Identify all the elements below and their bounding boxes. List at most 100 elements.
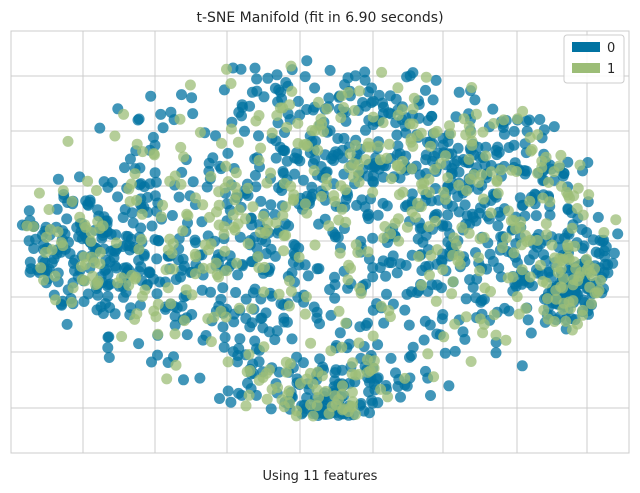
point-series-1: [52, 226, 64, 238]
point-series-1: [182, 210, 194, 222]
point-series-1: [538, 304, 550, 316]
point-series-1: [420, 71, 432, 83]
point-series-1: [33, 187, 45, 199]
point-series-0: [118, 291, 129, 303]
point-series-0: [492, 220, 504, 232]
point-series-0: [508, 139, 520, 151]
point-series-0: [450, 111, 462, 123]
point-series-1: [562, 242, 574, 254]
point-series-1: [49, 270, 61, 282]
point-series-0: [391, 129, 403, 141]
point-series-0: [251, 242, 263, 254]
point-series-1: [563, 253, 575, 265]
point-series-1: [89, 257, 101, 269]
point-series-0: [249, 335, 261, 347]
point-series-1: [169, 328, 181, 340]
point-series-0: [61, 318, 73, 330]
point-series-1: [485, 166, 497, 178]
point-series-1: [488, 309, 500, 321]
point-series-0: [249, 169, 261, 181]
point-series-0: [418, 334, 430, 346]
point-series-1: [240, 400, 252, 412]
point-series-0: [24, 256, 36, 268]
point-series-0: [593, 248, 605, 259]
point-series-0: [425, 390, 436, 401]
point-series-0: [218, 341, 230, 353]
point-series-1: [152, 328, 164, 340]
point-series-1: [67, 282, 79, 294]
point-series-0: [527, 280, 538, 292]
point-series-0: [406, 188, 418, 200]
point-series-0: [92, 204, 104, 216]
point-series-1: [312, 96, 324, 108]
point-series-1: [299, 308, 311, 320]
point-series-0: [431, 279, 443, 291]
point-series-1: [27, 221, 39, 233]
point-series-1: [430, 295, 442, 307]
point-series-0: [453, 86, 465, 98]
point-series-0: [98, 176, 110, 188]
point-series-0: [84, 194, 96, 206]
point-series-0: [251, 73, 263, 85]
point-series-1: [543, 176, 554, 188]
point-series-0: [360, 124, 371, 136]
point-series-1: [516, 239, 528, 251]
point-series-0: [538, 249, 550, 261]
point-series-0: [187, 176, 199, 188]
point-series-1: [442, 172, 454, 184]
point-series-1: [76, 274, 88, 286]
point-series-0: [101, 280, 113, 292]
point-series-1: [353, 337, 365, 349]
point-series-0: [362, 210, 374, 222]
point-series-0: [176, 89, 187, 101]
point-series-1: [157, 199, 169, 211]
point-series-0: [360, 100, 372, 112]
point-series-1: [222, 356, 234, 368]
point-series-1: [480, 150, 492, 162]
chart-title: t-SNE Manifold (fit in 6.90 seconds): [196, 10, 443, 26]
point-series-0: [155, 108, 167, 120]
point-series-0: [143, 266, 155, 278]
point-series-1: [233, 302, 245, 314]
point-series-0: [420, 261, 432, 273]
point-series-0: [460, 293, 472, 305]
point-series-1: [350, 239, 362, 251]
point-series-0: [437, 309, 449, 320]
point-series-1: [258, 341, 270, 353]
point-series-1: [197, 262, 209, 274]
point-series-1: [178, 315, 190, 327]
point-series-0: [544, 209, 556, 221]
point-series-0: [23, 205, 35, 217]
point-series-1: [318, 126, 329, 137]
point-series-1: [274, 102, 286, 114]
point-series-0: [329, 271, 340, 283]
point-series-0: [364, 407, 375, 419]
point-series-0: [420, 84, 431, 96]
point-series-0: [194, 372, 206, 384]
point-series-1: [456, 222, 468, 233]
point-series-0: [328, 155, 340, 166]
point-series-1: [211, 206, 222, 218]
point-series-1: [466, 82, 478, 93]
point-series-1: [610, 214, 622, 226]
point-series-1: [389, 217, 401, 229]
point-series-1: [285, 180, 297, 192]
point-series-1: [540, 151, 552, 163]
point-series-1: [335, 112, 347, 124]
point-series-1: [242, 238, 254, 250]
point-series-1: [537, 276, 549, 287]
point-series-1: [66, 196, 78, 207]
point-series-0: [324, 64, 336, 76]
point-series-0: [146, 356, 157, 368]
point-series-0: [253, 130, 264, 142]
point-series-1: [50, 294, 61, 306]
point-series-1: [337, 380, 348, 392]
point-series-1: [136, 208, 148, 220]
point-series-1: [284, 275, 295, 287]
point-series-1: [560, 315, 572, 327]
point-series-0: [234, 333, 246, 345]
point-series-1: [408, 92, 420, 104]
point-series-1: [218, 221, 230, 233]
point-series-1: [311, 400, 323, 412]
point-series-1: [396, 104, 408, 116]
